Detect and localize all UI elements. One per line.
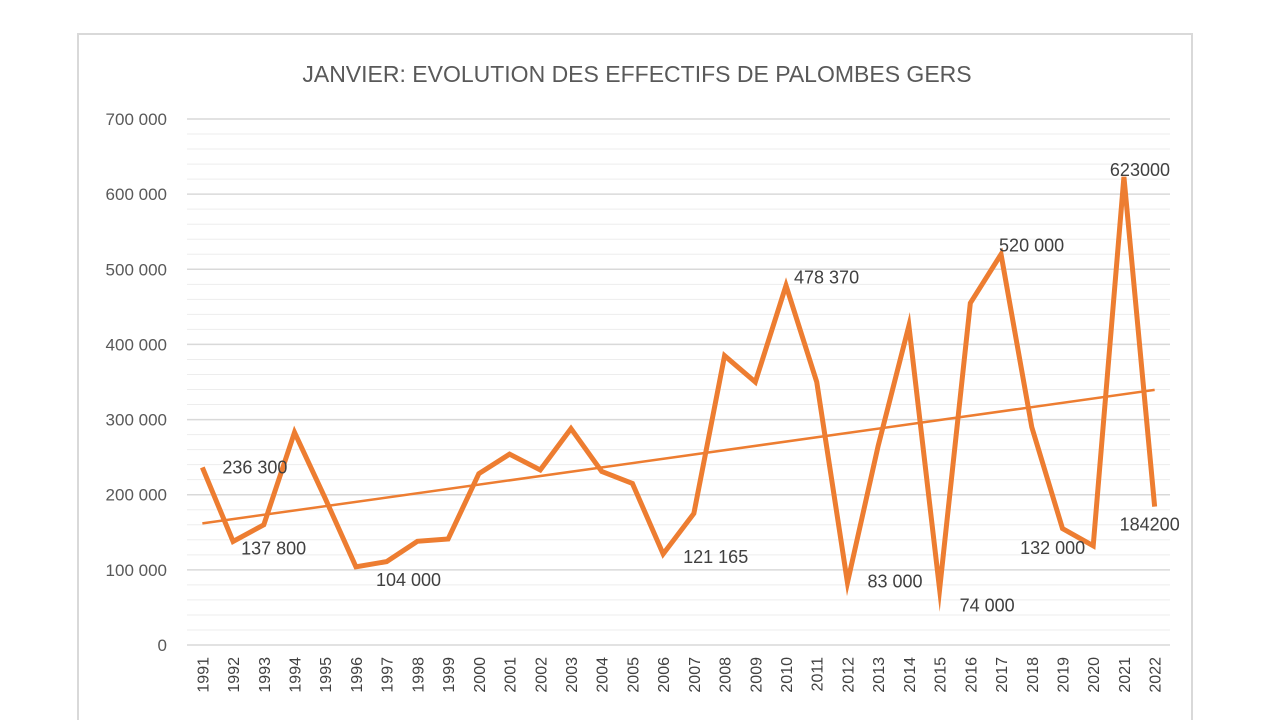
chart-frame: JANVIER: EVOLUTION DES EFFECTIFS DE PALO…: [77, 33, 1193, 720]
y-tick-label: 400 000: [106, 335, 167, 354]
y-tick-label: 0: [158, 636, 167, 655]
x-tick-label: 2013: [871, 657, 888, 693]
trendline-layer: [202, 390, 1154, 524]
data-label: 83 000: [867, 572, 922, 592]
x-tick-label: 2015: [933, 657, 950, 693]
data-label: 520 000: [999, 235, 1064, 255]
data-label: 137 800: [241, 538, 306, 558]
x-tick-label: 2008: [718, 657, 735, 693]
x-tick-label: 2001: [503, 657, 520, 693]
y-tick-label: 500 000: [106, 260, 167, 279]
data-label: 132 000: [1020, 538, 1085, 558]
y-tick-label: 600 000: [106, 185, 167, 204]
data-label-layer: 236 300 137 800 104 000 121 165 478 370 83 00…: [222, 160, 1179, 616]
x-tick-label: 2000: [472, 657, 489, 693]
x-tick-label: 2011: [810, 657, 827, 692]
y-tick-label: 700 000: [106, 110, 167, 129]
x-tick-label: 2018: [1025, 657, 1042, 693]
y-tick-label: 300 000: [106, 411, 167, 430]
x-tick-label: 2020: [1086, 657, 1103, 693]
y-tick-label: 200 000: [106, 486, 167, 505]
x-tick-label: 2002: [533, 657, 550, 693]
chart-svg: JANVIER: EVOLUTION DES EFFECTIFS DE PALO…: [79, 35, 1195, 722]
x-tick-label: 2004: [595, 657, 612, 693]
data-label: 104 000: [376, 570, 441, 590]
x-tick-label: 2014: [902, 657, 919, 693]
x-tick-label: 2022: [1148, 657, 1165, 693]
x-tick-label: 2017: [994, 657, 1011, 693]
x-tick-label: 2021: [1117, 657, 1134, 693]
x-tick-label: 2007: [687, 657, 704, 693]
x-tick-label: 2006: [656, 657, 673, 693]
x-tick-label: 1994: [288, 657, 305, 693]
x-tick-label: 2010: [779, 657, 796, 693]
x-tick-label: 2003: [564, 657, 581, 693]
data-label: 236 300: [222, 457, 287, 477]
data-label: 623000: [1110, 160, 1170, 180]
data-label: 121 165: [683, 547, 748, 567]
x-tick-label: 2005: [625, 657, 642, 693]
data-label: 184200: [1120, 515, 1180, 535]
x-tick-label: 1991: [195, 657, 212, 693]
x-tick-label: 1992: [226, 657, 243, 693]
trendline: [202, 390, 1154, 524]
data-label: 74 000: [960, 595, 1015, 615]
y-axis-ticks: 0 100 000 200 000 300 000 400 000 500 000 600 …: [106, 110, 167, 655]
x-tick-label: 2009: [748, 657, 765, 693]
x-tick-label: 2016: [963, 657, 980, 693]
x-tick-label: 1998: [410, 657, 427, 693]
x-tick-label: 1996: [349, 657, 366, 693]
x-tick-label: 1993: [257, 657, 274, 693]
x-axis-ticks: 1991 1992 1993 1994 1995 1996 1997 1998 1999 2000…: [195, 657, 1164, 693]
x-tick-label: 1997: [380, 657, 397, 693]
x-tick-label: 1995: [318, 657, 335, 693]
data-label: 478 370: [794, 268, 859, 288]
x-tick-label: 2019: [1055, 657, 1072, 693]
chart-title: JANVIER: EVOLUTION DES EFFECTIFS DE PALO…: [302, 61, 971, 87]
x-tick-label: 1999: [441, 657, 458, 693]
y-tick-label: 100 000: [106, 561, 167, 580]
x-tick-label: 2012: [840, 657, 857, 693]
